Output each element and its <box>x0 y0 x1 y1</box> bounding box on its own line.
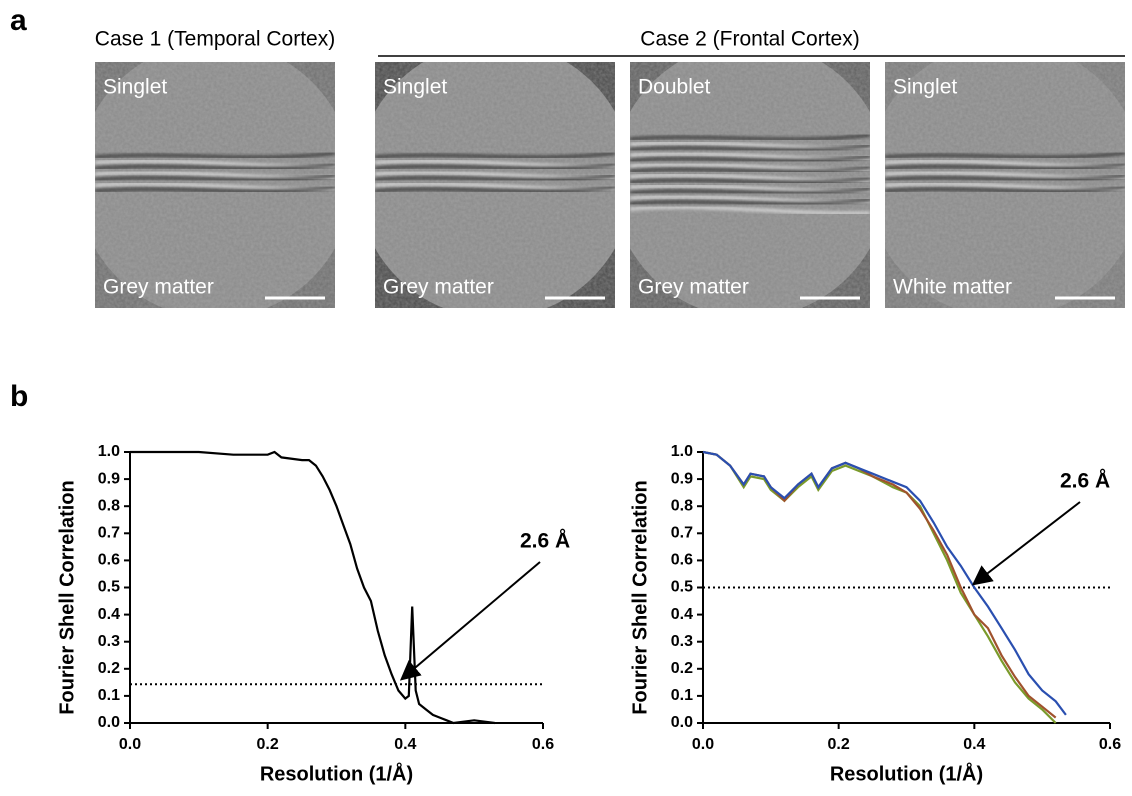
y-axis-label: Fourier Shell Correlation <box>56 480 78 714</box>
x-tick-label: 0.2 <box>257 736 279 753</box>
y-tick-label: 0.4 <box>98 606 120 623</box>
filament-streak <box>630 133 870 141</box>
image-label: Doublet <box>638 76 711 99</box>
y-tick-label: 0.0 <box>671 714 693 731</box>
image-label: Singlet <box>383 76 447 99</box>
y-tick-label: 0.2 <box>98 660 120 677</box>
y-tick-label: 0.5 <box>671 579 693 596</box>
fsc-curve <box>702 450 1057 724</box>
filament-streak <box>630 144 870 152</box>
fsc-curve <box>130 450 495 725</box>
y-tick-label: 0.8 <box>671 497 693 514</box>
filament-streak <box>885 185 1125 193</box>
y-tick-label: 0.5 <box>98 579 120 596</box>
y-tick-label: 0.0 <box>98 714 120 731</box>
fsc-curve <box>702 450 1067 716</box>
micrograph <box>885 62 1125 308</box>
fsc-curve <box>702 450 1057 719</box>
annotation-arrow <box>971 501 1081 586</box>
image-label: Grey matter <box>383 276 494 299</box>
y-tick-label: 0.7 <box>671 525 693 542</box>
y-tick-label: 0.6 <box>98 552 120 569</box>
y-tick-label: 0.8 <box>98 497 120 514</box>
y-tick-label: 1.0 <box>671 443 693 460</box>
panel-label: a <box>10 4 27 37</box>
y-tick-label: 0.3 <box>671 633 693 650</box>
y-tick-label: 0.4 <box>671 606 693 623</box>
image-label: Singlet <box>103 76 167 99</box>
panel-label: b <box>10 380 28 413</box>
image-label: Grey matter <box>103 276 214 299</box>
x-tick-label: 0.0 <box>692 736 714 753</box>
y-axis-label: Fourier Shell Correlation <box>629 480 651 714</box>
filament-streak <box>375 162 615 170</box>
group-label: Case 2 (Frontal Cortex) <box>640 28 859 51</box>
filament-streak <box>375 174 615 182</box>
y-tick-label: 0.9 <box>671 470 693 487</box>
filament-streak <box>95 151 335 159</box>
filament-streak <box>95 162 335 170</box>
filament-streak <box>375 185 615 193</box>
annotation: 2.6 Å <box>520 529 570 553</box>
micrograph <box>375 62 615 308</box>
x-tick-label: 0.4 <box>394 736 416 753</box>
x-tick-label: 0.2 <box>828 736 850 753</box>
filament-streak <box>375 151 615 159</box>
y-tick-label: 0.7 <box>98 525 120 542</box>
group-label: Case 1 (Temporal Cortex) <box>95 28 335 51</box>
filament-streak <box>885 162 1125 170</box>
filament-streak <box>630 205 870 215</box>
annotation-arrow <box>399 561 541 681</box>
filament-streak <box>885 174 1125 182</box>
annotation: 2.6 Å <box>1060 469 1110 493</box>
micrograph <box>630 62 870 308</box>
y-tick-label: 0.6 <box>671 552 693 569</box>
filament-streak <box>95 185 335 193</box>
x-axis-label: Resolution (1/Å) <box>830 761 983 785</box>
micrograph <box>95 62 335 308</box>
y-tick-label: 0.1 <box>671 687 693 704</box>
filament-streak <box>885 151 1125 159</box>
y-tick-label: 0.9 <box>98 470 120 487</box>
filament-streak <box>630 187 870 195</box>
filament-streak <box>95 174 335 182</box>
x-tick-label: 0.0 <box>119 736 141 753</box>
filament-streak <box>630 176 870 184</box>
x-tick-label: 0.4 <box>963 736 985 753</box>
y-tick-label: 1.0 <box>98 443 120 460</box>
filament-streak <box>630 155 870 163</box>
filament-streak <box>630 165 870 173</box>
y-tick-label: 0.2 <box>671 660 693 677</box>
image-label: Grey matter <box>638 276 749 299</box>
x-axis-label: Resolution (1/Å) <box>260 761 413 785</box>
image-label: Singlet <box>893 76 957 99</box>
filament-streak <box>630 198 870 206</box>
x-tick-label: 0.6 <box>1099 736 1121 753</box>
y-tick-label: 0.3 <box>98 633 120 650</box>
y-tick-label: 0.1 <box>98 687 120 704</box>
image-label: White matter <box>893 276 1012 299</box>
x-tick-label: 0.6 <box>532 736 554 753</box>
